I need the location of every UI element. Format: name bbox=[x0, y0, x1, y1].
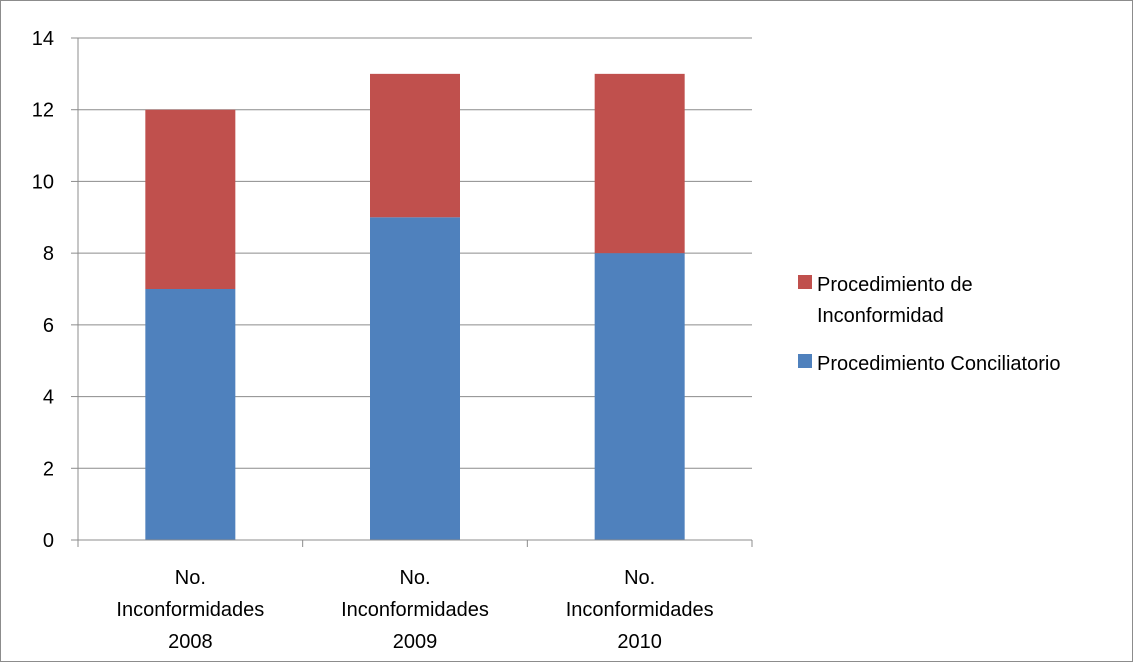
bars bbox=[145, 73, 685, 541]
legend-swatch bbox=[798, 275, 812, 289]
bar-segment bbox=[370, 217, 460, 541]
x-category-label: 2008 bbox=[168, 631, 213, 653]
y-tick-label: 14 bbox=[32, 28, 54, 50]
bar-segment bbox=[594, 73, 685, 254]
x-category-label: No. bbox=[399, 567, 430, 589]
x-category-label: Inconformidades bbox=[116, 599, 264, 621]
x-category-label: No. bbox=[624, 567, 655, 589]
axes: 0 2 4 6 8 10 12 14 No. Inconformidades 2008 No. Inco… bbox=[32, 28, 753, 653]
x-category-label: Inconformidades bbox=[566, 599, 714, 621]
y-tick-label: 2 bbox=[43, 458, 54, 480]
y-tick-label: 12 bbox=[32, 100, 54, 122]
legend-label: Inconformidad bbox=[817, 305, 944, 327]
legend-label: Procedimiento Conciliatorio bbox=[817, 353, 1060, 375]
legend: Procedimiento de Inconformidad Procedimien… bbox=[798, 274, 1060, 375]
legend-label: Procedimiento de bbox=[817, 274, 973, 296]
y-tick-label: 10 bbox=[32, 171, 54, 193]
bar-segment bbox=[594, 253, 685, 540]
x-category-label: No. bbox=[175, 567, 206, 589]
x-category-label: 2009 bbox=[393, 631, 438, 653]
y-tick-label: 6 bbox=[43, 315, 54, 337]
x-category-label: 2010 bbox=[617, 631, 662, 653]
y-tick-label: 4 bbox=[43, 387, 54, 409]
x-category-label: Inconformidades bbox=[341, 599, 489, 621]
bar-segment bbox=[145, 289, 236, 540]
y-tick-label: 0 bbox=[43, 530, 54, 552]
bar-segment bbox=[145, 109, 236, 289]
bar-segment bbox=[370, 73, 460, 218]
y-tick-label: 8 bbox=[43, 243, 54, 265]
legend-swatch bbox=[798, 354, 812, 368]
